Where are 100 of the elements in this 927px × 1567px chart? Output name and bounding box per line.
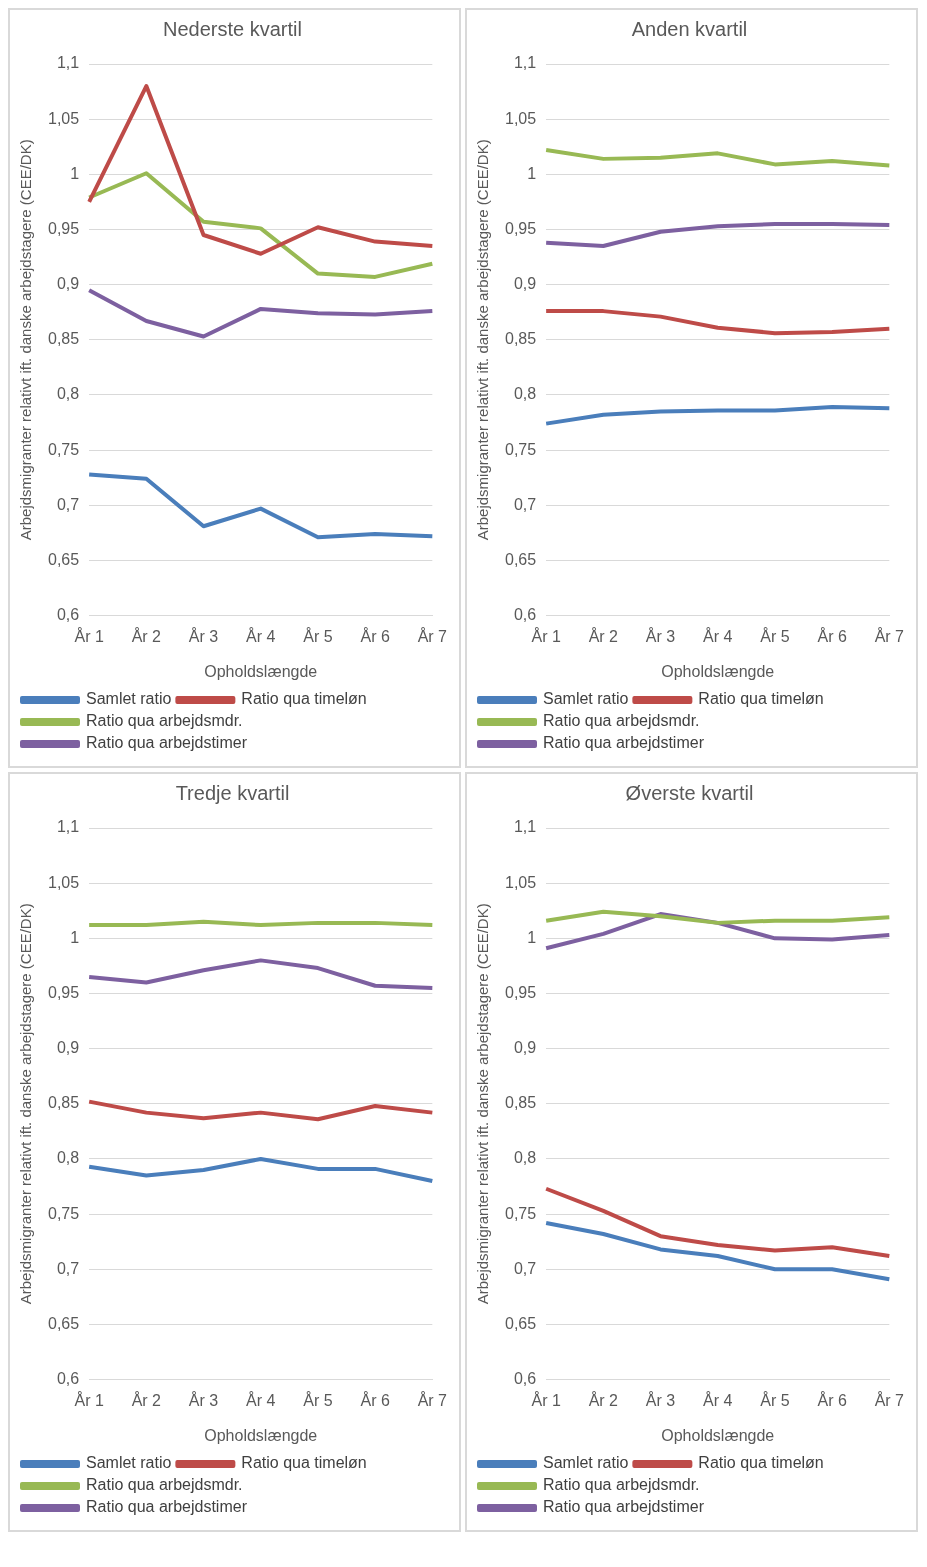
x-tick-label: År 1	[74, 1390, 104, 1409]
legend-label: Ratio qua arbejdsmdr.	[86, 1476, 243, 1494]
legend-label: Ratio qua arbejdstimer	[543, 734, 705, 752]
y-tick-label: 1	[70, 164, 80, 182]
x-tick-label: År 4	[246, 1390, 276, 1409]
legend-label: Samlet ratio	[86, 1454, 172, 1472]
y-tick-label: 0,9	[56, 1039, 80, 1057]
y-tick-label: 1	[527, 928, 537, 946]
x-axis-title: Opholdslængde	[661, 662, 775, 680]
y-tick-label: 0,7	[56, 495, 80, 513]
x-tick-label: År 2	[588, 1390, 619, 1409]
y-tick-label: 0,8	[513, 385, 537, 403]
y-tick-label: 0,6	[513, 1370, 537, 1388]
y-tick-label: 0,75	[48, 1204, 80, 1222]
x-tick-label: År 7	[417, 626, 448, 645]
y-tick-label: 0,6	[56, 1370, 80, 1388]
y-tick-label: 0,7	[513, 495, 537, 513]
y-tick-label: 1	[70, 928, 80, 946]
chart-title: Nederste kvartil	[163, 17, 302, 40]
x-axis-title: Opholdslængde	[204, 1426, 318, 1444]
y-tick-label: 0,95	[48, 983, 80, 1001]
y-axis-title: Arbejdsmigranter relativt ift. danske arbejdstagere (CEE/DK)	[17, 139, 35, 541]
x-tick-label: År 2	[131, 1390, 162, 1409]
x-tick-label: År 4	[703, 626, 733, 645]
x-tick-label: År 3	[645, 1390, 676, 1409]
y-axis-title: Arbejdsmigranter relativt ift. danske arbejdstagere (CEE/DK)	[474, 903, 492, 1305]
y-tick-label: 0,6	[513, 606, 537, 624]
y-tick-label: 0,65	[48, 550, 80, 568]
x-tick-label: År 4	[246, 626, 276, 645]
x-tick-label: År 6	[817, 1390, 847, 1409]
y-tick-label: 0,8	[56, 385, 80, 403]
legend-label: Ratio qua timeløn	[698, 690, 824, 708]
y-tick-label: 0,65	[505, 550, 537, 568]
x-tick-label: År 6	[360, 626, 390, 645]
y-tick-label: 1,1	[513, 54, 537, 72]
x-tick-label: År 7	[417, 1390, 448, 1409]
y-tick-label: 0,65	[505, 1314, 537, 1332]
x-tick-label: År 1	[531, 1390, 561, 1409]
x-tick-label: År 2	[588, 626, 619, 645]
chart-title: Tredje kvartil	[175, 781, 290, 804]
y-tick-label: 1,05	[48, 109, 80, 127]
y-tick-label: 0,7	[56, 1259, 80, 1277]
y-tick-label: 1,1	[56, 818, 80, 836]
legend-label: Ratio qua timeløn	[241, 690, 367, 708]
y-tick-label: 0,8	[513, 1149, 537, 1167]
chart-title: Øverste kvartil	[625, 781, 754, 804]
x-tick-label: År 3	[188, 626, 219, 645]
y-tick-label: 1,05	[505, 873, 537, 891]
x-tick-label: År 6	[817, 626, 847, 645]
y-tick-label: 0,95	[48, 219, 80, 237]
y-tick-label: 0,85	[48, 1094, 80, 1112]
y-tick-label: 0,85	[505, 1094, 537, 1112]
y-tick-label: 0,75	[48, 440, 80, 458]
legend-label: Ratio qua arbejdsmdr.	[543, 712, 700, 730]
y-tick-label: 0,7	[513, 1259, 537, 1277]
x-tick-label: År 1	[531, 626, 561, 645]
x-tick-label: År 5	[760, 626, 790, 645]
y-tick-label: 1,1	[513, 818, 537, 836]
y-tick-label: 0,95	[505, 219, 537, 237]
y-tick-label: 0,65	[48, 1314, 80, 1332]
legend-label: Ratio qua timeløn	[241, 1454, 367, 1472]
y-tick-label: 0,9	[513, 1039, 537, 1057]
legend-label: Ratio qua arbejdstimer	[86, 1498, 248, 1516]
y-tick-label: 1,05	[505, 109, 537, 127]
y-tick-label: 1	[527, 164, 537, 182]
y-tick-label: 0,9	[56, 275, 80, 293]
x-axis-title: Opholdslængde	[204, 662, 318, 680]
x-tick-label: År 3	[645, 626, 676, 645]
y-tick-label: 0,6	[56, 606, 80, 624]
x-tick-label: År 5	[760, 1390, 790, 1409]
x-tick-label: År 5	[303, 626, 333, 645]
y-tick-label: 0,9	[513, 275, 537, 293]
x-tick-label: År 7	[874, 1390, 905, 1409]
x-tick-label: År 2	[131, 626, 162, 645]
legend-label: Ratio qua arbejdsmdr.	[86, 712, 243, 730]
legend-label: Ratio qua timeløn	[698, 1454, 824, 1472]
y-tick-label: 0,95	[505, 983, 537, 1001]
x-tick-label: År 5	[303, 1390, 333, 1409]
x-tick-label: År 4	[703, 1390, 733, 1409]
y-axis-title: Arbejdsmigranter relativt ift. danske arbejdstagere (CEE/DK)	[474, 139, 492, 541]
x-tick-label: År 7	[874, 626, 905, 645]
y-axis-title: Arbejdsmigranter relativt ift. danske arbejdstagere (CEE/DK)	[17, 903, 35, 1305]
x-tick-label: År 6	[360, 1390, 390, 1409]
chart-title: Anden kvartil	[631, 17, 748, 40]
y-tick-label: 0,75	[505, 440, 537, 458]
legend-label: Ratio qua arbejdstimer	[543, 1498, 705, 1516]
x-tick-label: År 1	[74, 626, 104, 645]
x-tick-label: År 3	[188, 1390, 219, 1409]
y-tick-label: 0,75	[505, 1204, 537, 1222]
legend-label: Samlet ratio	[543, 1454, 629, 1472]
legend-label: Ratio qua arbejdstimer	[86, 734, 248, 752]
y-tick-label: 0,85	[505, 330, 537, 348]
legend-label: Samlet ratio	[543, 690, 629, 708]
y-tick-label: 1,1	[56, 54, 80, 72]
legend-label: Ratio qua arbejdsmdr.	[543, 1476, 700, 1494]
x-axis-title: Opholdslængde	[661, 1426, 775, 1444]
y-tick-label: 0,85	[48, 330, 80, 348]
legend-label: Samlet ratio	[86, 690, 172, 708]
y-tick-label: 1,05	[48, 873, 80, 891]
y-tick-label: 0,8	[56, 1149, 80, 1167]
